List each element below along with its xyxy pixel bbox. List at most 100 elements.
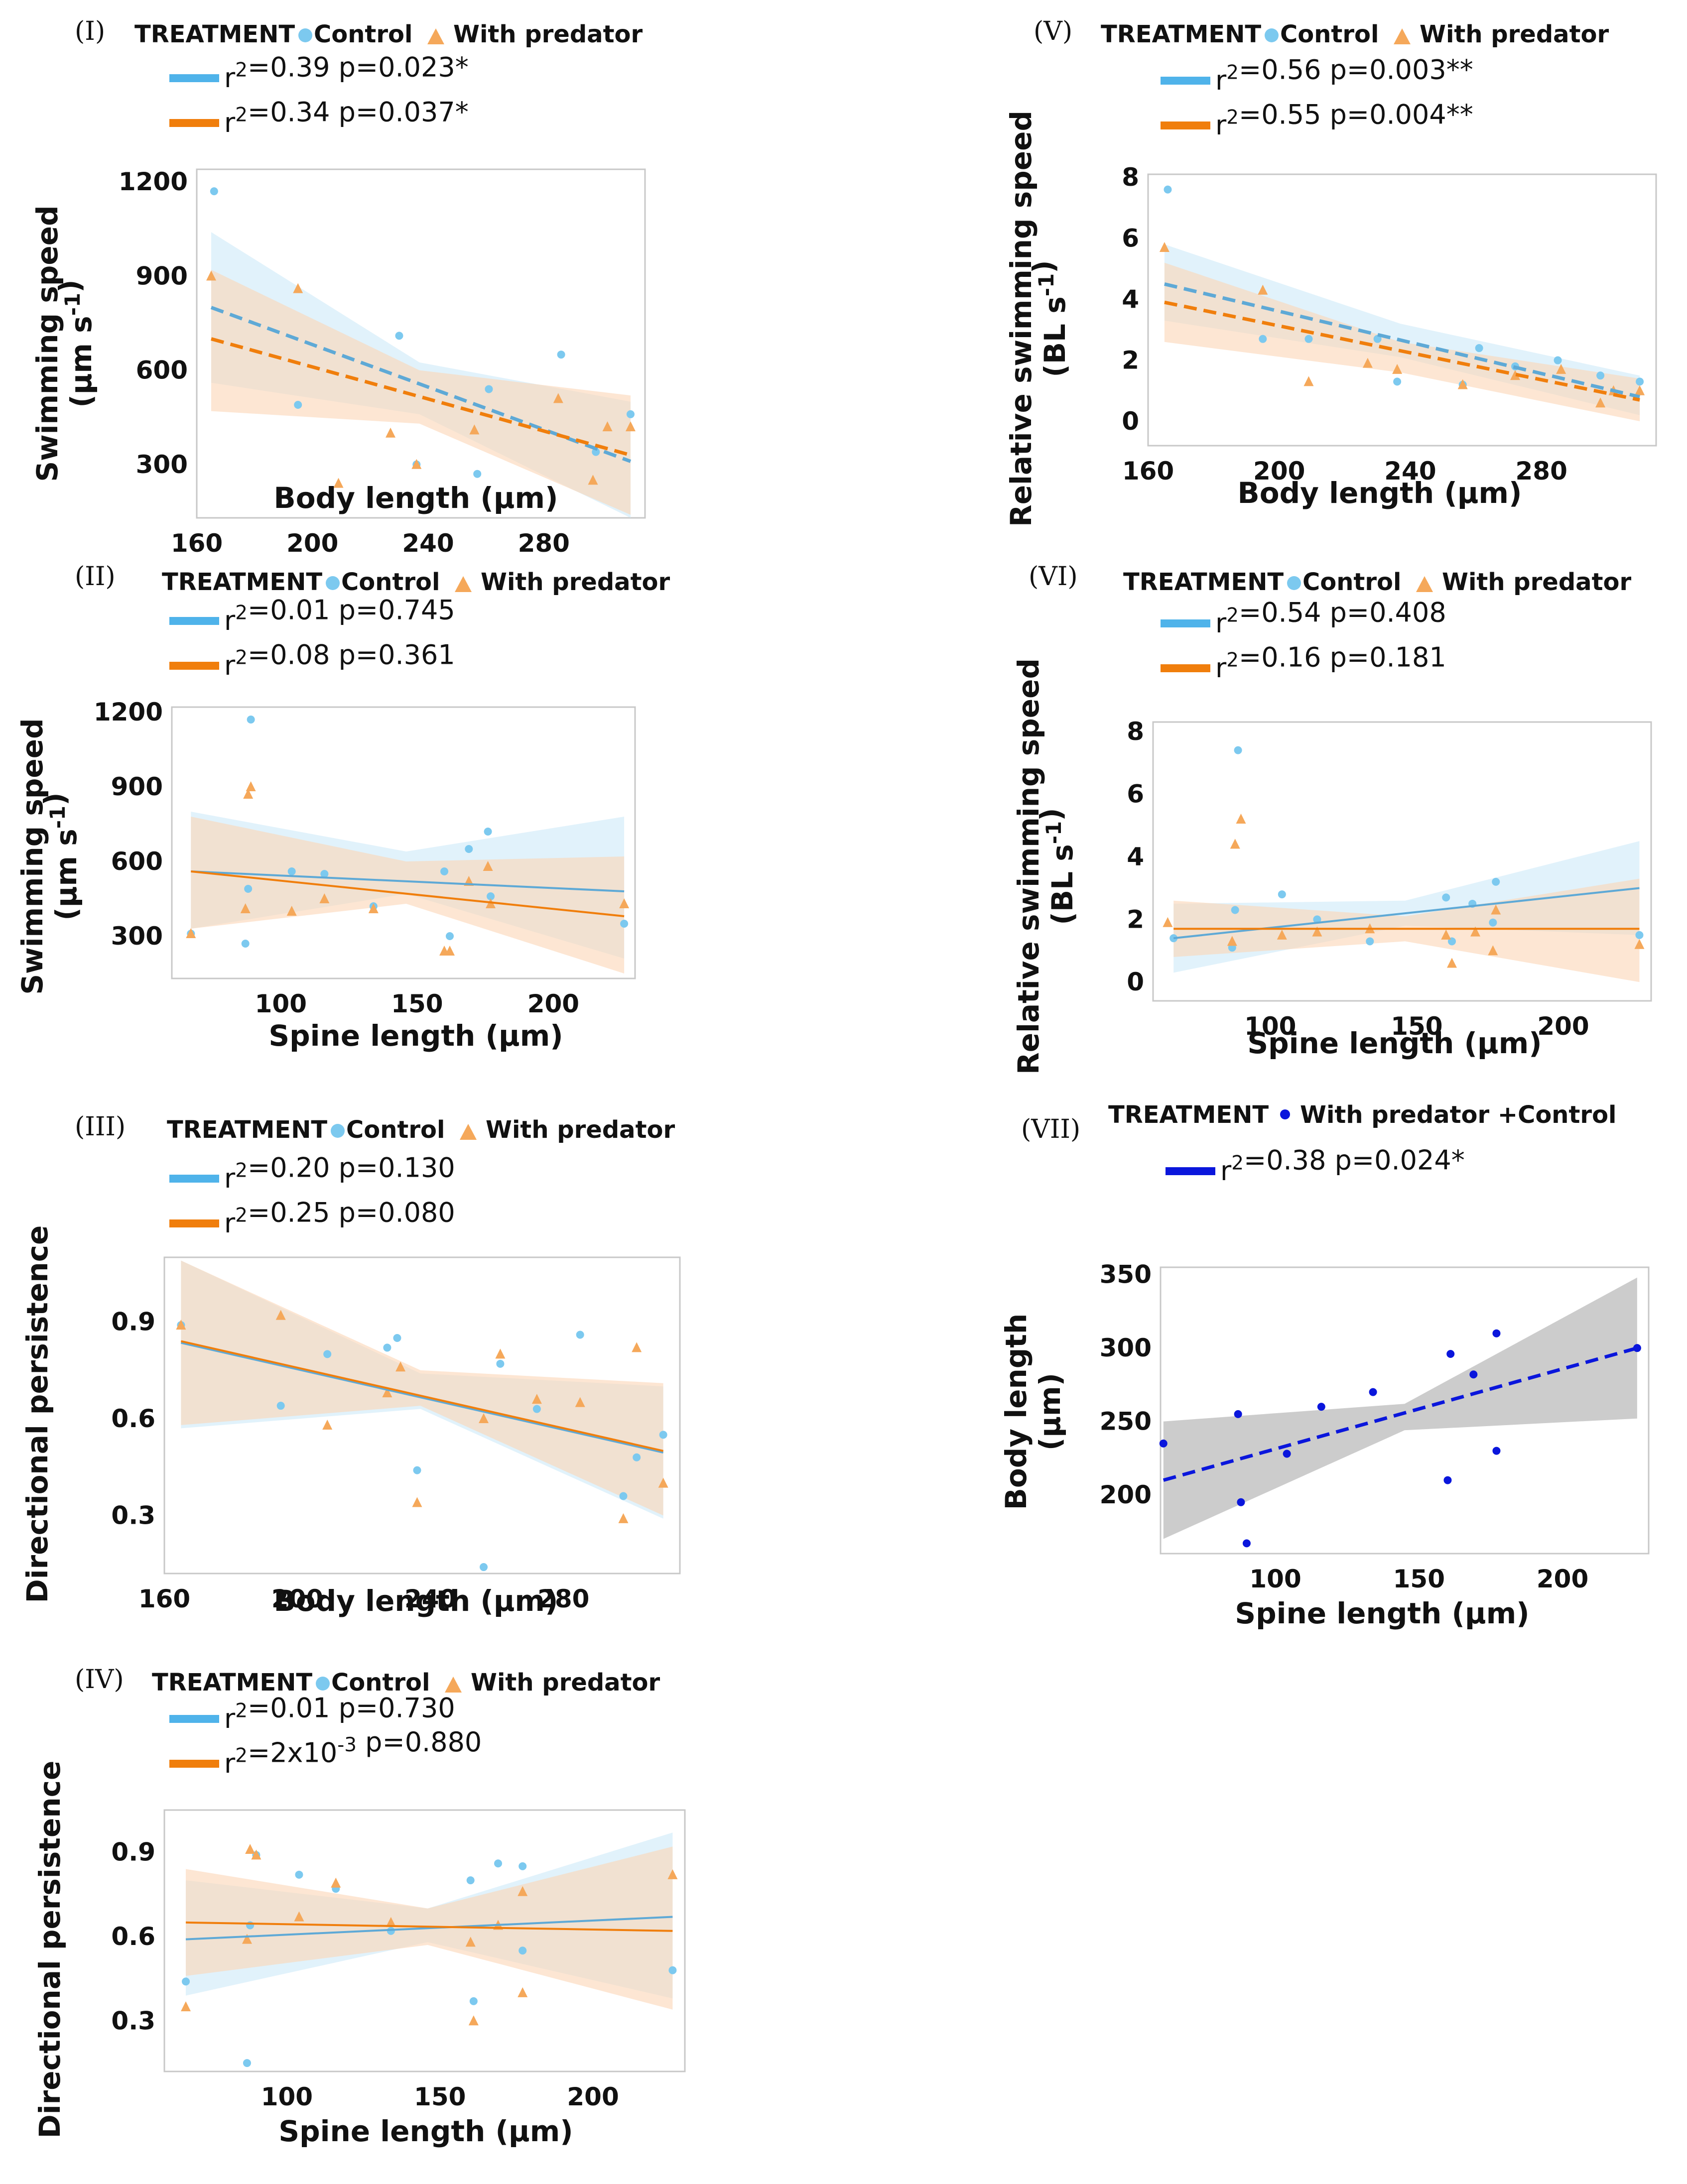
data-point-predator (1447, 958, 1457, 968)
data-point-control (1304, 335, 1313, 343)
data-point-control (484, 828, 492, 836)
x-tick-label: 280 (537, 1584, 589, 1613)
data-point-predator (176, 1320, 186, 1330)
data-point-control (496, 1359, 505, 1368)
stat-control-text: r2=0.56 p=0.003** (1215, 54, 1473, 96)
data-point-control (246, 1921, 255, 1930)
legend-predator-marker (455, 576, 472, 592)
y-axis-title: Relative swimming speed (1004, 111, 1038, 527)
panel-label: (VII) (1021, 1114, 1080, 1144)
panel-ii: (II) TREATMENT Control With predator r2=0.01… (15, 562, 670, 1053)
data-point-control (1278, 890, 1286, 899)
y-axis-title: Swimming speed (15, 718, 49, 994)
x-tick-label: 200 (567, 2082, 619, 2111)
data-point-control (576, 1331, 584, 1339)
x-tick-label: 150 (391, 989, 443, 1018)
legend-control-label: Control (331, 1669, 430, 1697)
data-point-predator (240, 903, 251, 913)
legend-control-marker (1265, 28, 1279, 42)
x-axis-title: Spine length (μm) (268, 1019, 563, 1053)
data-point-combined (1159, 1439, 1168, 1448)
data-point-predator (411, 459, 422, 469)
data-point-control (1259, 335, 1267, 343)
data-point-control (243, 2059, 251, 2067)
x-axis-title: Spine length (μm) (1235, 1596, 1529, 1630)
data-point-control (473, 470, 482, 478)
data-point-predator (469, 424, 480, 435)
legend-predator-label: With predator (1442, 568, 1631, 596)
data-point-control (494, 1859, 503, 1868)
data-point-control (487, 892, 495, 900)
data-point-predator (1441, 929, 1451, 940)
data-point-control (668, 1966, 677, 1974)
stat-predator-text: r2=0.25 p=0.080 (224, 1197, 455, 1239)
data-point-predator (1634, 939, 1645, 949)
y-tick-label: 350 (1100, 1260, 1152, 1289)
x-tick-label: 150 (414, 2082, 466, 2111)
data-point-predator (293, 283, 303, 293)
data-point-predator (1277, 929, 1287, 940)
data-point-predator (286, 906, 297, 916)
data-point-predator (602, 421, 613, 432)
data-point-control (287, 867, 296, 875)
data-point-control (1373, 335, 1382, 343)
data-point-predator (468, 2015, 479, 2026)
y-tick-label: 0.6 (111, 1922, 155, 1951)
y-axis-title: Body length (999, 1314, 1033, 1510)
legend-control-marker (1287, 576, 1301, 590)
data-point-combined (1469, 1370, 1478, 1379)
data-point-predator (319, 893, 330, 903)
data-point-predator (1362, 358, 1373, 368)
legend-control-marker (331, 1124, 345, 1138)
data-point-predator (553, 393, 563, 403)
data-point-predator (1457, 379, 1468, 389)
stat-predator-text: r2=0.55 p=0.004** (1215, 99, 1473, 141)
data-point-predator (531, 1394, 542, 1404)
data-point-predator (658, 1477, 668, 1488)
x-tick-label: 200 (527, 989, 579, 1018)
fit-line-predator (180, 1340, 664, 1452)
data-point-predator (445, 946, 455, 956)
data-point-predator (1163, 917, 1173, 927)
data-point-control (620, 920, 629, 928)
data-point-control (320, 870, 329, 878)
data-point-control (519, 1862, 527, 1870)
panel-label: (VI) (1029, 562, 1078, 592)
data-point-control (466, 1876, 475, 1885)
data-point-control (633, 1453, 641, 1461)
data-point-control (592, 448, 600, 456)
data-point-predator (1595, 397, 1606, 408)
data-point-control (1231, 906, 1239, 914)
y-axis-title: Directional persistence (20, 1225, 54, 1603)
fit-line-predator (185, 1921, 673, 1932)
data-point-control (383, 1343, 391, 1352)
data-point-control (182, 1977, 190, 1986)
data-point-control (1313, 915, 1321, 924)
panel-vii: (VII) TREATMENT With predator +Control r2=0… (999, 1101, 1650, 1630)
x-tick-label: 240 (402, 529, 454, 558)
data-point-predator (1230, 839, 1240, 849)
x-tick-label: 100 (255, 989, 307, 1018)
data-point-control (465, 845, 473, 853)
y-axis-title: Directional persistence (33, 1761, 67, 2139)
confidence-band-predator (1164, 262, 1640, 421)
panel-label: (IV) (75, 1665, 124, 1695)
data-point-predator (1488, 945, 1498, 956)
legend: TREATMENT Control With predator (134, 20, 643, 48)
data-point-control (1475, 344, 1483, 353)
data-point-predator (1470, 926, 1481, 937)
y-tick-label: 900 (136, 261, 188, 290)
confidence-band-predator (191, 817, 625, 973)
data-point-predator (1312, 926, 1322, 937)
x-tick-label: 200 (1253, 457, 1305, 485)
panel-vi: (VI) TREATMENT Control With predatorr2=0.54… (1012, 562, 1652, 1075)
x-tick-label: 200 (286, 529, 338, 558)
data-point-control (659, 1431, 667, 1439)
legend-predator-marker (427, 28, 444, 44)
y-tick-label: 0 (1122, 407, 1139, 436)
y-axis-title: (BL s-1) (1034, 808, 1079, 925)
data-point-combined (1443, 1476, 1452, 1484)
legend-title: TREATMENT (134, 20, 295, 48)
x-tick-label: 100 (261, 2082, 313, 2111)
data-point-control (1489, 918, 1497, 927)
